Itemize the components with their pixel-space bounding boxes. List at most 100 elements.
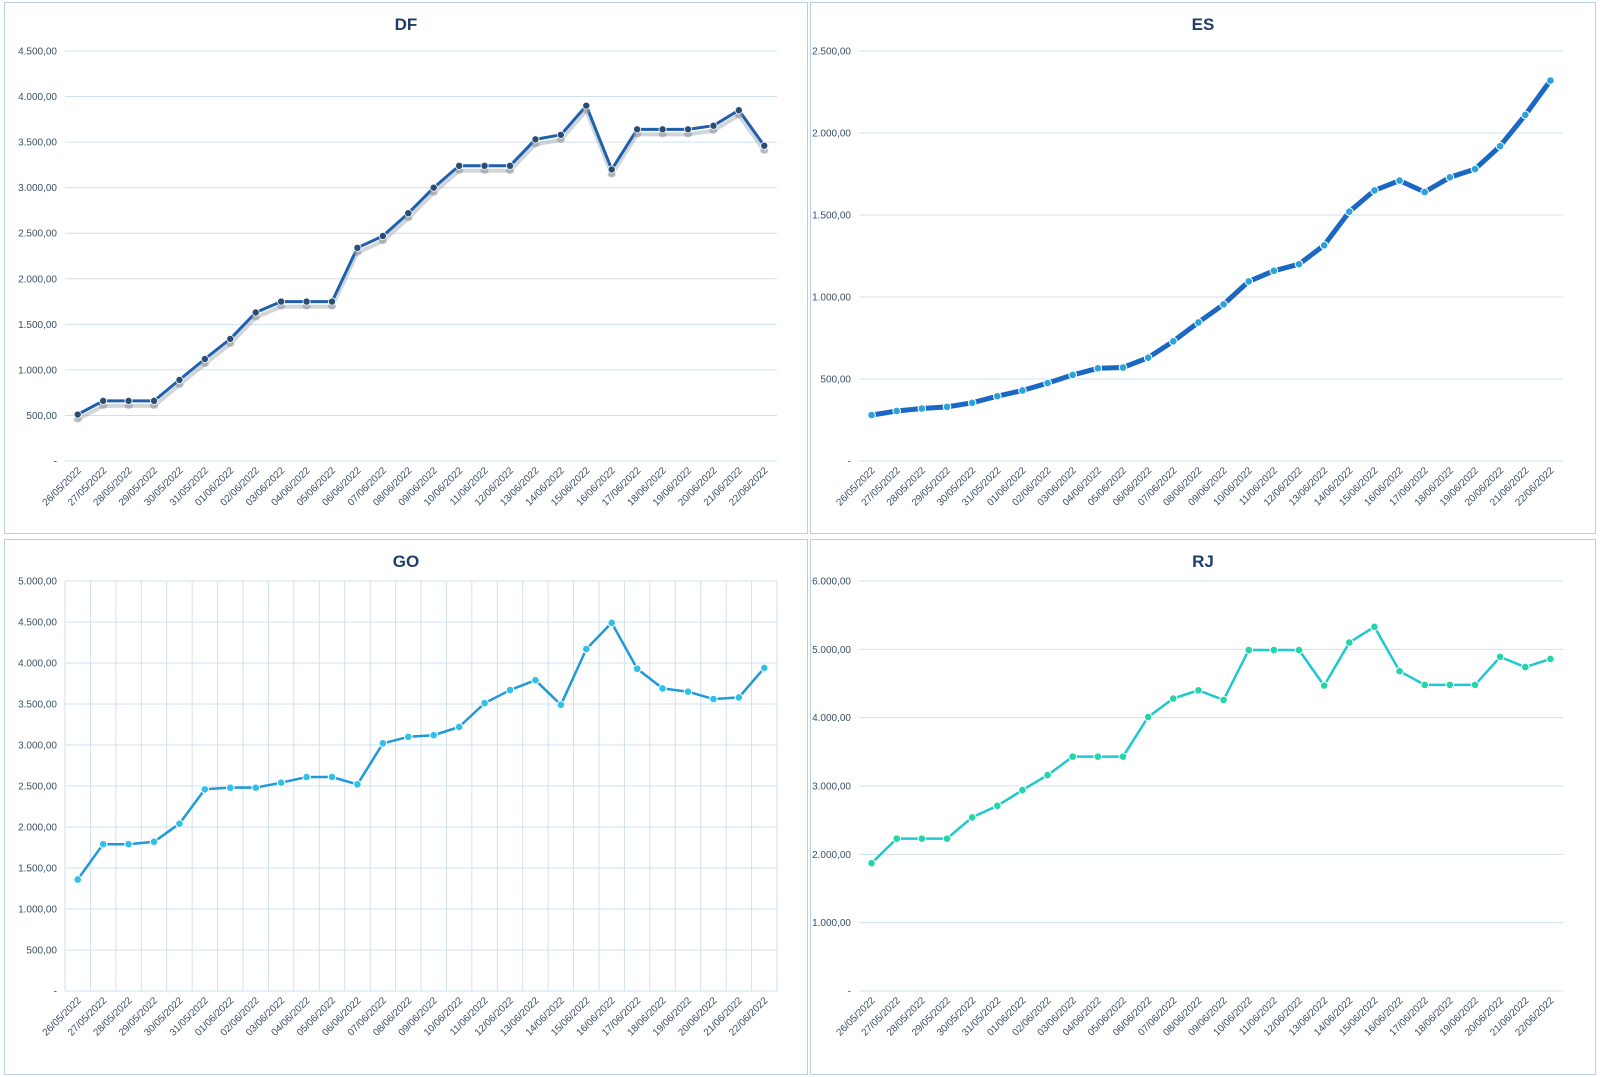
data-point xyxy=(1194,686,1203,695)
marker-shadow xyxy=(506,167,514,174)
data-point xyxy=(1068,370,1078,380)
data-point xyxy=(404,209,413,218)
chart-title: GO xyxy=(392,552,420,571)
data-point xyxy=(1118,752,1128,761)
marker-shadow xyxy=(226,340,235,347)
data-point xyxy=(1143,353,1153,362)
y-tick-label: 3.000,00 xyxy=(18,183,57,194)
y-tick-label: 2.000,00 xyxy=(812,129,851,140)
chart-title: RJ xyxy=(1192,552,1214,571)
marker-shadow xyxy=(684,131,692,138)
data-point xyxy=(302,772,311,782)
data-point xyxy=(581,644,591,654)
data-point xyxy=(149,837,159,847)
data-point xyxy=(1219,695,1228,705)
data-point xyxy=(480,161,489,170)
marker-shadow xyxy=(124,402,133,409)
data-point xyxy=(226,334,235,343)
data-point xyxy=(1370,186,1379,195)
marker-shadow xyxy=(556,136,565,143)
data-point xyxy=(1168,694,1178,703)
data-point xyxy=(1093,752,1103,761)
data-point xyxy=(967,398,977,408)
y-tick-label: 4.500,00 xyxy=(18,618,57,629)
data-point xyxy=(1395,666,1404,676)
marker-shadow xyxy=(302,303,311,310)
data-point xyxy=(734,106,743,115)
data-point xyxy=(1244,645,1254,655)
data-point xyxy=(1520,110,1530,120)
data-point xyxy=(1068,752,1078,761)
data-point xyxy=(1294,645,1304,655)
data-point xyxy=(225,783,235,792)
data-point xyxy=(1546,654,1555,664)
y-tick-label: 6.000,00 xyxy=(812,577,851,588)
y-tick-label: 3.500,00 xyxy=(18,138,57,149)
y-tick-label: 1.000,00 xyxy=(18,365,57,376)
marker-shadow xyxy=(429,189,438,196)
data-point xyxy=(277,297,286,306)
marker-shadow xyxy=(328,303,336,310)
data-point xyxy=(531,675,540,685)
marker-shadow xyxy=(709,127,718,134)
y-tick-label: 1.000,00 xyxy=(18,905,57,916)
data-point xyxy=(607,618,617,628)
data-point xyxy=(124,839,133,849)
data-point xyxy=(607,165,616,174)
data-point xyxy=(556,130,565,139)
data-point xyxy=(942,834,952,843)
series-line xyxy=(869,78,1553,418)
data-point xyxy=(505,161,514,170)
data-point xyxy=(99,396,108,405)
y-tick-label: 2.500,00 xyxy=(18,229,57,240)
data-point xyxy=(531,135,540,144)
series-line xyxy=(76,104,766,416)
data-point xyxy=(149,396,158,405)
marker-shadow xyxy=(404,215,413,222)
data-point xyxy=(1495,141,1505,151)
y-tick-label: 2.000,00 xyxy=(18,823,57,834)
data-point xyxy=(378,739,388,748)
marker-shadow xyxy=(353,249,362,256)
y-tick-label: 1.000,00 xyxy=(812,293,851,304)
line-chart-es: -500,001.000,001.500,002.000,002.500,002… xyxy=(812,47,1563,509)
data-point xyxy=(251,308,260,317)
data-point xyxy=(582,101,591,110)
data-point xyxy=(200,784,210,794)
data-point xyxy=(1018,386,1027,395)
data-point xyxy=(1294,259,1304,269)
series-line xyxy=(76,621,766,881)
data-point xyxy=(709,121,718,130)
data-point xyxy=(1520,662,1530,672)
y-tick-label: 1.500,00 xyxy=(18,320,57,331)
data-point xyxy=(556,700,566,710)
marker-shadow xyxy=(480,167,489,174)
data-point xyxy=(942,402,952,412)
data-point xyxy=(1168,336,1178,346)
y-tick-label: 3.000,00 xyxy=(812,782,851,793)
chart-panel-go: GO - 500,00 1.000,00 1.500,00 2.000,00 2.500,… xyxy=(4,539,808,1075)
y-tick-label: - xyxy=(848,987,851,998)
data-point xyxy=(1043,378,1052,388)
data-point xyxy=(709,694,718,704)
y-tick-label: 3.000,00 xyxy=(18,741,57,752)
data-point xyxy=(1495,652,1505,662)
data-point xyxy=(992,391,1002,401)
y-tick-label: 1.500,00 xyxy=(18,864,57,875)
y-tick-label: 5.000,00 xyxy=(18,577,57,588)
data-point xyxy=(1269,645,1279,655)
data-point xyxy=(892,834,902,843)
data-point xyxy=(175,819,184,829)
marker-shadow xyxy=(760,147,769,154)
data-point xyxy=(967,813,977,822)
marker-shadow xyxy=(582,107,591,114)
y-tick-label: 2.000,00 xyxy=(18,274,57,285)
marker-shadow xyxy=(251,314,260,321)
data-point xyxy=(73,875,83,884)
y-tick-label: 4.000,00 xyxy=(18,659,57,670)
data-point xyxy=(1445,172,1455,182)
marker-shadow xyxy=(277,303,286,310)
data-point xyxy=(251,783,261,792)
data-point xyxy=(1344,207,1354,217)
data-point xyxy=(1244,277,1254,286)
